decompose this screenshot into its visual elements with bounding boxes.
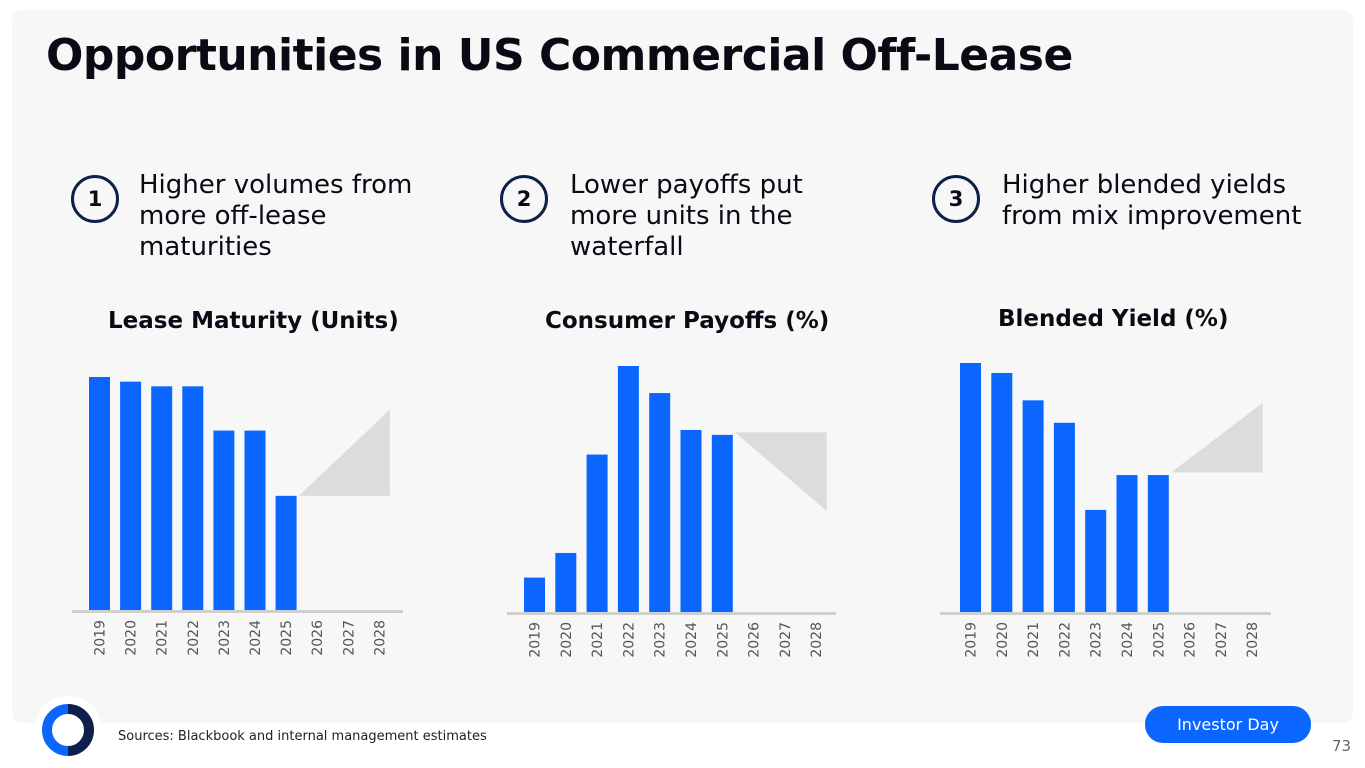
bar-2024: [244, 430, 266, 610]
x-tick-label: 2024: [1120, 622, 1136, 658]
bar-2021: [586, 454, 608, 612]
point-2-text: Lower payoffs put more units in the wate…: [570, 170, 803, 262]
x-tick-label: 2028: [1245, 622, 1261, 658]
bar-2024: [1116, 475, 1138, 612]
projection-wedge: [298, 409, 390, 496]
x-tick-label: 2028: [809, 622, 825, 658]
x-tick-label: 2020: [559, 622, 575, 658]
x-tick-label: 2025: [715, 622, 731, 658]
projection-wedge: [735, 432, 827, 512]
chart-3-title: Blended Yield (%): [998, 306, 1229, 332]
x-tick-label: 2026: [1183, 622, 1199, 658]
x-tick-label: 2022: [1057, 622, 1073, 658]
projection-wedge: [1171, 402, 1263, 473]
bar-2022: [182, 386, 204, 610]
x-tick-label: 2024: [684, 622, 700, 658]
logo-backdrop: [34, 696, 102, 764]
x-tick-label: 2025: [1151, 622, 1167, 658]
point-3-number: 3: [932, 175, 980, 223]
x-tick-label: 2019: [528, 622, 544, 658]
page-title: Opportunities in US Commercial Off-Lease: [46, 30, 1073, 81]
bar-2025: [711, 434, 733, 612]
x-tick-label: 2019: [964, 622, 980, 658]
x-tick-label: 2021: [590, 622, 606, 658]
bar-2020: [120, 381, 142, 610]
x-tick-label: 2028: [372, 620, 388, 656]
x-tick-label: 2026: [747, 622, 763, 658]
x-tick-label: 2022: [621, 622, 637, 658]
x-tick-label: 2020: [124, 620, 140, 656]
source-note: Sources: Blackbook and internal manageme…: [118, 729, 487, 744]
x-tick-label: 2023: [217, 620, 233, 656]
x-tick-label: 2023: [653, 622, 669, 658]
bar-2021: [1022, 400, 1044, 612]
x-tick-label: 2027: [341, 620, 357, 656]
x-tick-label: 2027: [1214, 622, 1230, 658]
page-number: 73: [1332, 737, 1352, 755]
bar-2022: [1053, 422, 1075, 612]
investor-day-badge: Investor Day: [1145, 706, 1311, 743]
bar-2020: [555, 552, 577, 612]
bar-2023: [1085, 509, 1107, 612]
bar-2022: [617, 366, 639, 612]
bar-2019: [960, 363, 981, 612]
point-2-number: 2: [500, 175, 548, 223]
point-3-text: Higher blended yields from mix improveme…: [1002, 170, 1302, 231]
bar-2025: [1147, 475, 1169, 612]
bar-2025: [275, 495, 297, 610]
bar-2019: [524, 577, 545, 612]
bar-2023: [213, 430, 235, 610]
bar-2020: [991, 372, 1013, 612]
x-tick-label: 2022: [186, 620, 202, 656]
x-tick-label: 2019: [93, 620, 109, 656]
x-tick-label: 2026: [310, 620, 326, 656]
bar-2024: [680, 429, 702, 612]
bar-2019: [89, 377, 110, 610]
x-tick-label: 2027: [778, 622, 794, 658]
company-logo-icon: [42, 704, 94, 756]
chart-2-title: Consumer Payoffs (%): [545, 308, 830, 334]
x-tick-label: 2025: [279, 620, 295, 656]
x-tick-label: 2020: [995, 622, 1011, 658]
point-1-text: Higher volumes from more off-lease matur…: [139, 170, 413, 262]
bar-2023: [649, 393, 671, 612]
x-tick-label: 2021: [1026, 622, 1042, 658]
x-tick-label: 2024: [248, 620, 264, 656]
point-1-number: 1: [71, 175, 119, 223]
x-tick-label: 2023: [1089, 622, 1105, 658]
bar-2021: [151, 386, 173, 610]
chart-1-title: Lease Maturity (Units): [108, 308, 399, 334]
x-tick-label: 2021: [155, 620, 171, 656]
